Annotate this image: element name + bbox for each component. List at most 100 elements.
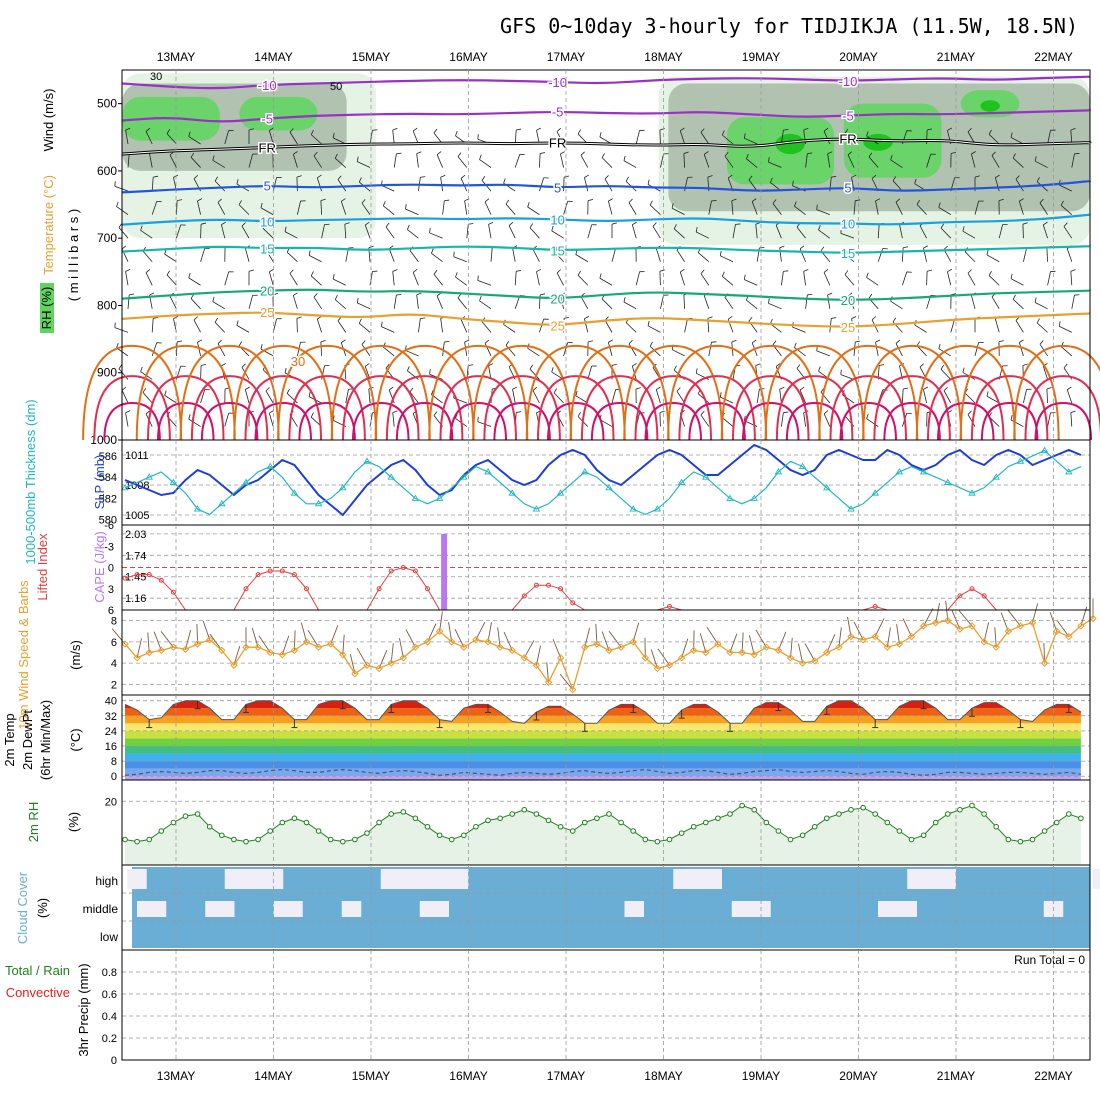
wind-barb-flag [488,221,494,225]
series-line [124,443,1082,517]
rh-marker [279,819,286,826]
wind-barb [369,271,373,286]
rh-marker [811,823,818,830]
wind-barb-flag [200,363,207,366]
wind-barb [816,350,830,357]
wind-barb [532,390,540,404]
wind-barb-flag [947,127,952,131]
pressure-tick-label: 700 [97,231,117,245]
boundary-temperature-contour [330,344,431,441]
wind-barb [703,295,710,309]
wind-barb [799,389,806,404]
wind-barb-flag [820,246,825,252]
wind-barb-flag [344,222,350,225]
thickness-marker [145,473,153,480]
date-label-top: 15MAY [352,50,390,64]
wind-barb [902,271,908,286]
rh-shading-green [239,96,318,131]
thickness-marker [387,473,395,480]
wind-barb-flag [337,175,342,180]
wind-barb-flag [700,269,705,274]
thickness-marker [605,483,613,491]
wind-barb [792,326,806,333]
wind-barb [1018,201,1024,215]
wind-barb [587,224,593,239]
wind-barb-flag [382,201,386,206]
wind-barb-flag [823,127,829,132]
wind-barb [383,346,395,357]
boundary-temperature-contour [590,401,649,441]
wind-barb-flag [212,296,215,302]
boundary-temperature-contour [483,375,561,441]
thickness-marker [435,494,444,501]
wind-barb-flag [649,341,653,347]
wind-barb-flag [392,127,398,131]
date-label-bottom: 21MAY [937,1069,975,1083]
wind-marker [472,636,480,644]
wind-barb [393,153,397,168]
wind-barb [136,638,143,658]
wind-barb [608,630,622,648]
wind-barb-flag [807,152,813,155]
date-label-bottom: 14MAY [254,1069,292,1083]
high-cloud-gap [673,869,722,889]
wind-barb-flag [406,224,410,230]
series-line [124,449,1082,516]
rh-marker [291,815,298,822]
wind-barb [1023,247,1027,262]
rh-label: 50 [330,81,342,93]
li-marker [146,572,152,578]
wind-marker [1077,622,1085,630]
wind-barb [748,635,755,655]
wind-barb [842,253,855,263]
wind-barb-flag [751,198,757,202]
temperature-contour [121,288,1092,301]
wind-barb-flag [540,293,546,296]
wind-barb [899,224,903,239]
precip-frame [121,949,1091,1061]
rh-marker [1017,838,1024,845]
wind-barb [575,395,589,404]
wind-barb [684,318,688,333]
li-marker [279,568,285,574]
boundary-temperature-contour [720,344,821,441]
rh2m-axis-title: 2m RH [26,802,41,842]
series-line [124,617,1094,692]
rh-marker [751,806,758,813]
wind-barb [1063,226,1073,239]
wind-barb-flag [775,363,781,367]
wind-barb-flag [967,269,972,274]
wind-barb [454,629,465,648]
thickness-marker [871,489,879,496]
wind-marker [677,654,686,662]
thickness-marker [314,499,323,507]
thickness-tick-label: 580 [99,515,117,527]
wind-barb-flag [361,199,366,204]
wind-barb-flag [177,340,183,343]
boundary-temperature-contour [93,375,171,441]
wind-barb-flag [440,174,446,178]
wind-barb [724,155,734,168]
wind-barb-flag [827,151,833,155]
temp2m-panel: 0 8 16 24 32 40 [105,694,1091,783]
wind-barb-flag [296,175,302,178]
wind-barb [429,232,443,239]
wind-barb [212,159,226,168]
wind-barb [584,318,589,333]
wind-barb [308,255,322,263]
date-label-bottom: 13MAY [157,1069,195,1083]
wind-barb [720,396,734,404]
wind-barb-flag [923,386,929,390]
wind-barb [563,342,569,357]
wind-barb-flag [396,294,402,296]
wind-barb-flag [416,292,422,296]
wind-barb-flag [392,269,398,272]
wind-barb [611,248,617,262]
wind-barb-flag [433,128,438,134]
wind-barb-flag [635,387,641,390]
wind-barb-flag [599,132,602,138]
wind-barb [604,320,613,333]
wind-barb-flag [529,223,534,228]
wind-barb-flag [683,151,689,154]
wind-barb [368,389,371,404]
